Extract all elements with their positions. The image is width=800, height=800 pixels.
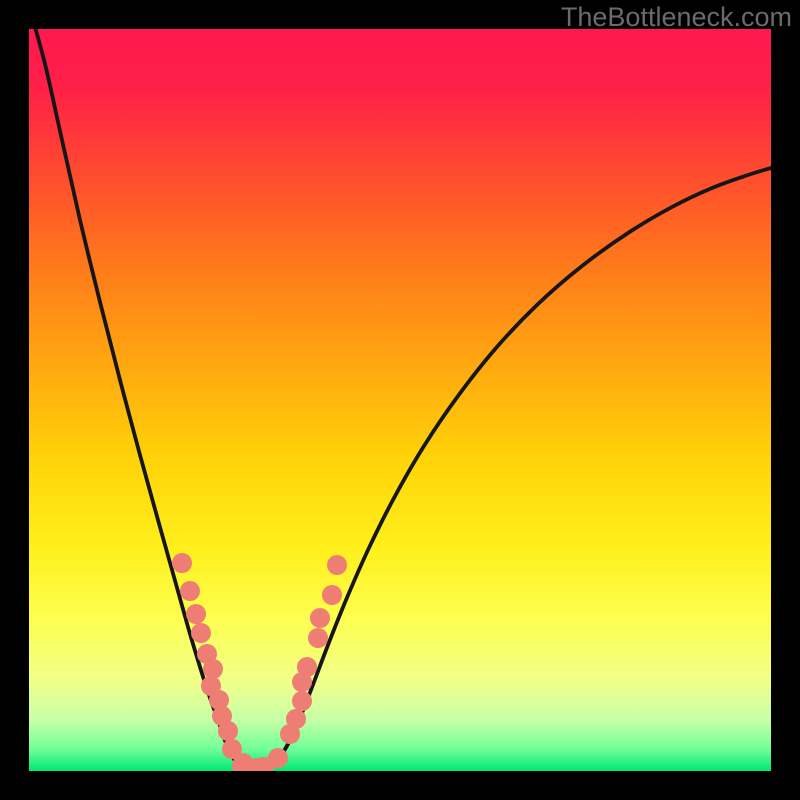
data-dot <box>180 581 200 601</box>
data-dot <box>186 604 206 624</box>
data-dot <box>172 553 192 573</box>
data-dot <box>203 659 223 679</box>
data-dot <box>308 628 328 648</box>
data-dot <box>327 555 347 575</box>
curve-layer <box>0 0 800 800</box>
data-dot <box>218 721 238 741</box>
data-dot <box>292 691 312 711</box>
data-dot <box>297 657 317 677</box>
bottleneck-curve <box>29 6 771 769</box>
watermark-text: TheBottleneck.com <box>561 2 792 33</box>
data-dot <box>268 748 288 768</box>
data-dot <box>191 623 211 643</box>
data-dot <box>286 709 306 729</box>
data-dot <box>310 608 330 628</box>
data-dot <box>322 585 342 605</box>
